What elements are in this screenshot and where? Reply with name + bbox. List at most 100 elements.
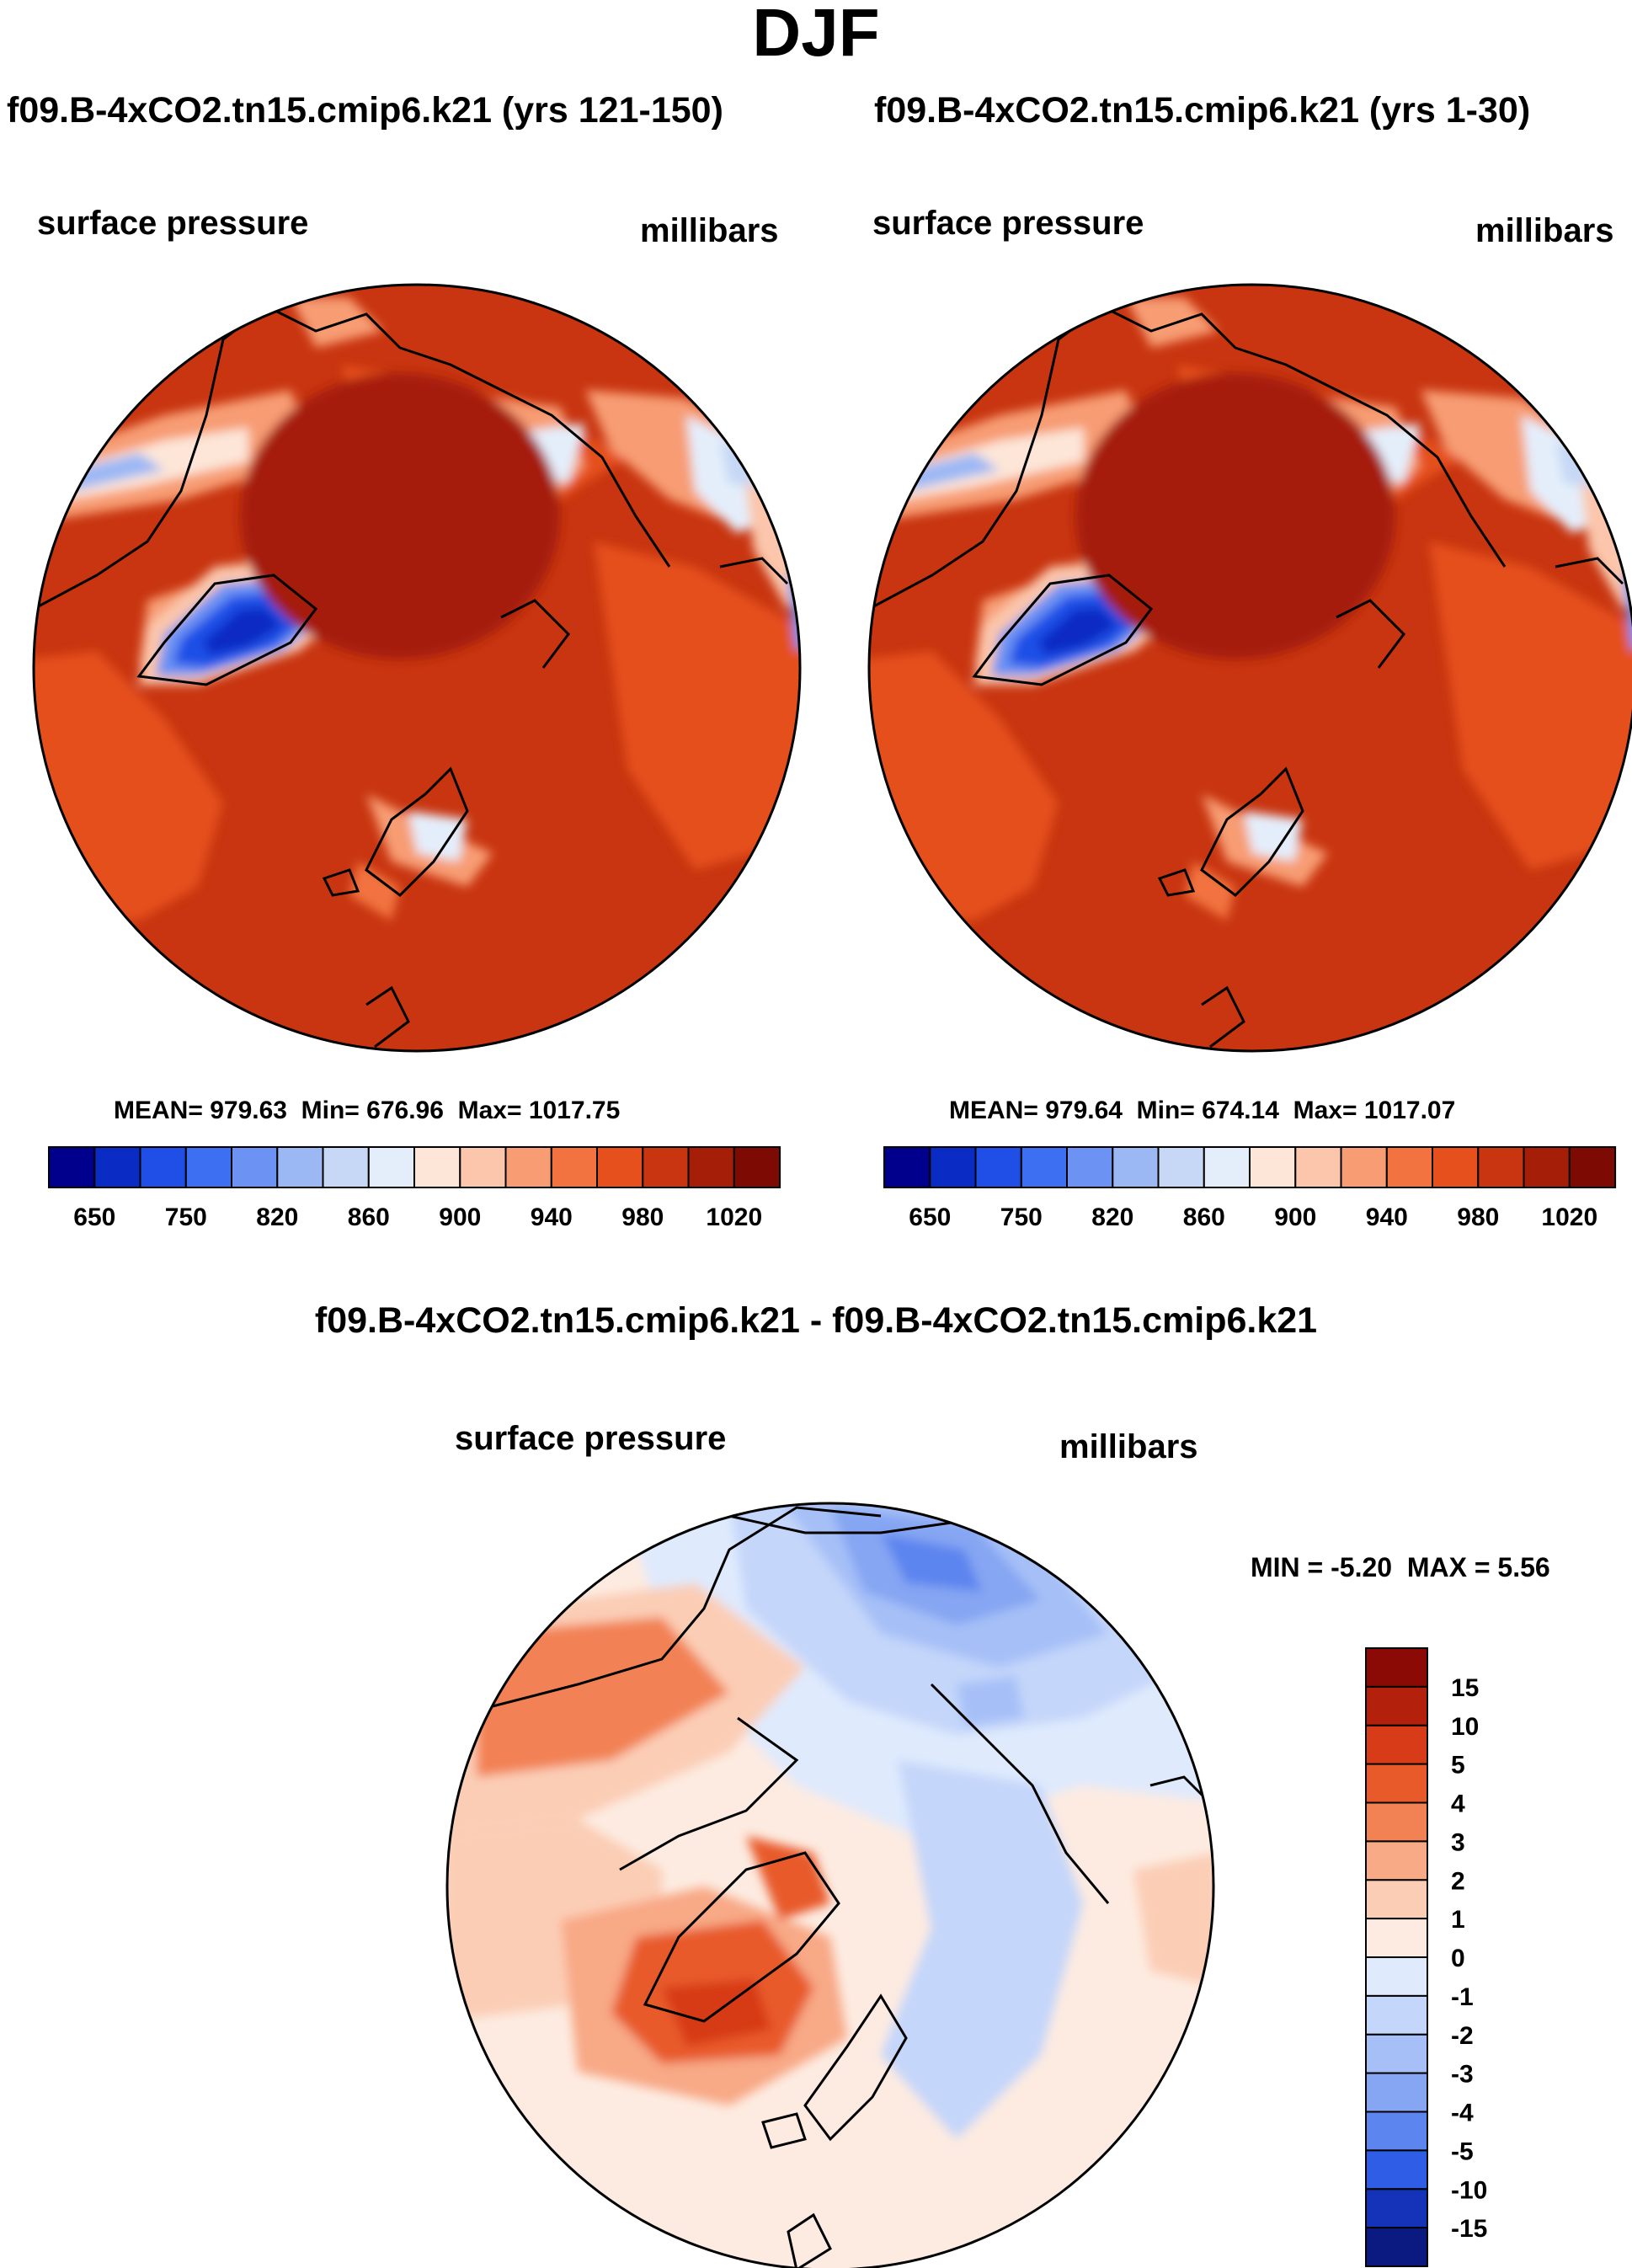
- panel-2-mean-label: MEAN=: [949, 1097, 1038, 1124]
- colorbar-swatch: [1365, 2149, 1428, 2191]
- colorbar-swatch: [1365, 2072, 1428, 2113]
- colorbar-swatch: [1112, 1146, 1160, 1188]
- panel-1-mean-label: MEAN=: [114, 1097, 203, 1124]
- panel-1-stats: MEAN= 979.63 Min= 676.96 Max= 1017.75: [114, 1097, 620, 1125]
- colorbar-tick-label: -4: [1451, 2100, 1474, 2127]
- colorbar-tick-label: -10: [1451, 2176, 1487, 2204]
- arctic-high: [1075, 373, 1395, 659]
- panel-1-max-value: 1017.75: [528, 1097, 621, 1124]
- coast-britain: [787, 2212, 832, 2268]
- panel-3-units: millibars: [1059, 1428, 1198, 1465]
- region-asia: [594, 542, 800, 870]
- panel-2-min-value: 674.14: [1202, 1097, 1279, 1124]
- coast-lake: [1555, 557, 1624, 585]
- colorbar-panel-1: 650 750 820 860 900 940 980 1020: [48, 1146, 781, 1231]
- coast-britain: [365, 985, 410, 1049]
- colorbar-tick-label: 4: [1451, 1790, 1465, 1818]
- colorbar-tick-label: 750: [1000, 1203, 1043, 1231]
- colorbar-panel-2: 650 750 820 860 900 940 980 1020: [883, 1146, 1617, 1231]
- coast-novaya-zemlya: [500, 599, 570, 669]
- colorbar-swatch: [1385, 1146, 1434, 1188]
- colorbar-swatch: [687, 1146, 735, 1188]
- region-iceland: [349, 862, 400, 921]
- colorbar-swatch: [139, 1146, 187, 1188]
- colorbar-swatch: [1365, 1840, 1428, 1881]
- coastlines: [34, 304, 789, 1049]
- map-border: [32, 283, 802, 1053]
- colorbar-swatch: [48, 1146, 96, 1188]
- panel-2-stats: MEAN= 979.64 Min= 674.14 Max= 1017.07: [949, 1097, 1455, 1125]
- panel-2-min-label: Min=: [1136, 1097, 1195, 1124]
- colorbar-swatch: [1340, 1146, 1388, 1188]
- arctic-high: [240, 373, 560, 659]
- colorbar-swatch: [929, 1146, 977, 1188]
- map-border: [867, 283, 1632, 1053]
- colorbar-swatch: [322, 1146, 370, 1188]
- colorbar-swatch: [504, 1146, 552, 1188]
- ridge-scandinavia-core: [1244, 811, 1303, 862]
- colorbar-swatch: [1365, 2111, 1428, 2152]
- coast-scandinavia: [1200, 766, 1304, 897]
- panel-3-title: f09.B-4xCO2.tn15.cmip6.k21 - f09.B-4xCO2…: [314, 1300, 1318, 1341]
- colorbar-tick-label: 1: [1451, 1906, 1465, 1934]
- colorbar-swatch: [184, 1146, 233, 1188]
- colorbar-tick-label: 860: [1183, 1203, 1225, 1231]
- colorbar-swatch: [413, 1146, 461, 1188]
- colorbar-tick-label: 650: [909, 1203, 951, 1231]
- colorbar-tick-label: 2: [1451, 1867, 1465, 1895]
- coast-iceland: [322, 868, 360, 897]
- map-panel-1: [34, 285, 800, 1051]
- colorbar-tick-label: 940: [1366, 1203, 1408, 1231]
- coast-iceland: [1157, 868, 1196, 897]
- map-border: [445, 1502, 1215, 2268]
- colorbar-tick-label: 10: [1451, 1713, 1479, 1741]
- coastlines: [447, 1506, 1207, 2268]
- panel-2-max-value: 1017.07: [1363, 1097, 1456, 1124]
- coast-lake: [719, 557, 789, 585]
- colorbar-tick-label: 1020: [706, 1203, 762, 1231]
- colorbar-tick-label: -2: [1451, 2022, 1474, 2050]
- ridge-chukotka: [291, 297, 383, 348]
- colorbar-tick-label: 15: [1451, 1674, 1479, 1702]
- neg-zone-core: [881, 1533, 982, 1592]
- map-panel-2: [869, 285, 1632, 1051]
- colorbar-swatch: [1365, 2188, 1428, 2229]
- panel-1-min-label: Min=: [301, 1097, 360, 1124]
- colorbar-tick-label: 940: [531, 1203, 573, 1231]
- pos-zone-east: [1133, 1853, 1213, 1988]
- colorbar-tick-label: 3: [1451, 1828, 1465, 1856]
- coast-iceland: [761, 2112, 807, 2149]
- colorbar-swatch: [459, 1146, 507, 1188]
- colorbar-swatch: [276, 1146, 324, 1188]
- coast-greenland: [643, 1851, 840, 2023]
- colorbar-tick-label: -5: [1451, 2137, 1474, 2165]
- panel-3-max-value: 5.56: [1497, 1552, 1550, 1582]
- colorbar-swatch: [1365, 2033, 1428, 2074]
- panel-1-variable: surface pressure: [37, 205, 309, 242]
- coastlines: [869, 304, 1624, 1049]
- colorbar-swatch: [367, 1146, 416, 1188]
- coast-britain: [1201, 985, 1245, 1049]
- neg-zone-eurasia: [881, 1760, 1083, 2139]
- panel-1-title: f09.B-4xCO2.tn15.cmip6.k21 (yrs 121-150): [7, 90, 723, 131]
- colorbar-swatch: [93, 1146, 141, 1188]
- coast-scandinavia: [803, 1993, 908, 2142]
- colorbar-swatch: [1568, 1146, 1617, 1188]
- coast-greenland: [972, 574, 1154, 686]
- colorbar-swatch: [1249, 1146, 1297, 1188]
- coast-novaya-zemlya: [1336, 599, 1405, 669]
- coast-north-america: [34, 312, 258, 611]
- panel-3-max-label: MAX =: [1406, 1552, 1491, 1582]
- region-asia: [1429, 542, 1632, 870]
- panel-1-units: millibars: [640, 212, 779, 249]
- colorbar-tick-label: 860: [348, 1203, 390, 1231]
- panel-3-min-label: MIN =: [1251, 1552, 1324, 1582]
- colorbar-swatch: [550, 1146, 599, 1188]
- greenland-core: [1037, 607, 1117, 655]
- colorbar-tick-label: 820: [1091, 1203, 1133, 1231]
- ridge-chukotka: [1126, 297, 1219, 348]
- colorbar-swatch: [1365, 1685, 1428, 1726]
- colorbar-tick-label: 980: [621, 1203, 664, 1231]
- colorbar-swatch: [642, 1146, 690, 1188]
